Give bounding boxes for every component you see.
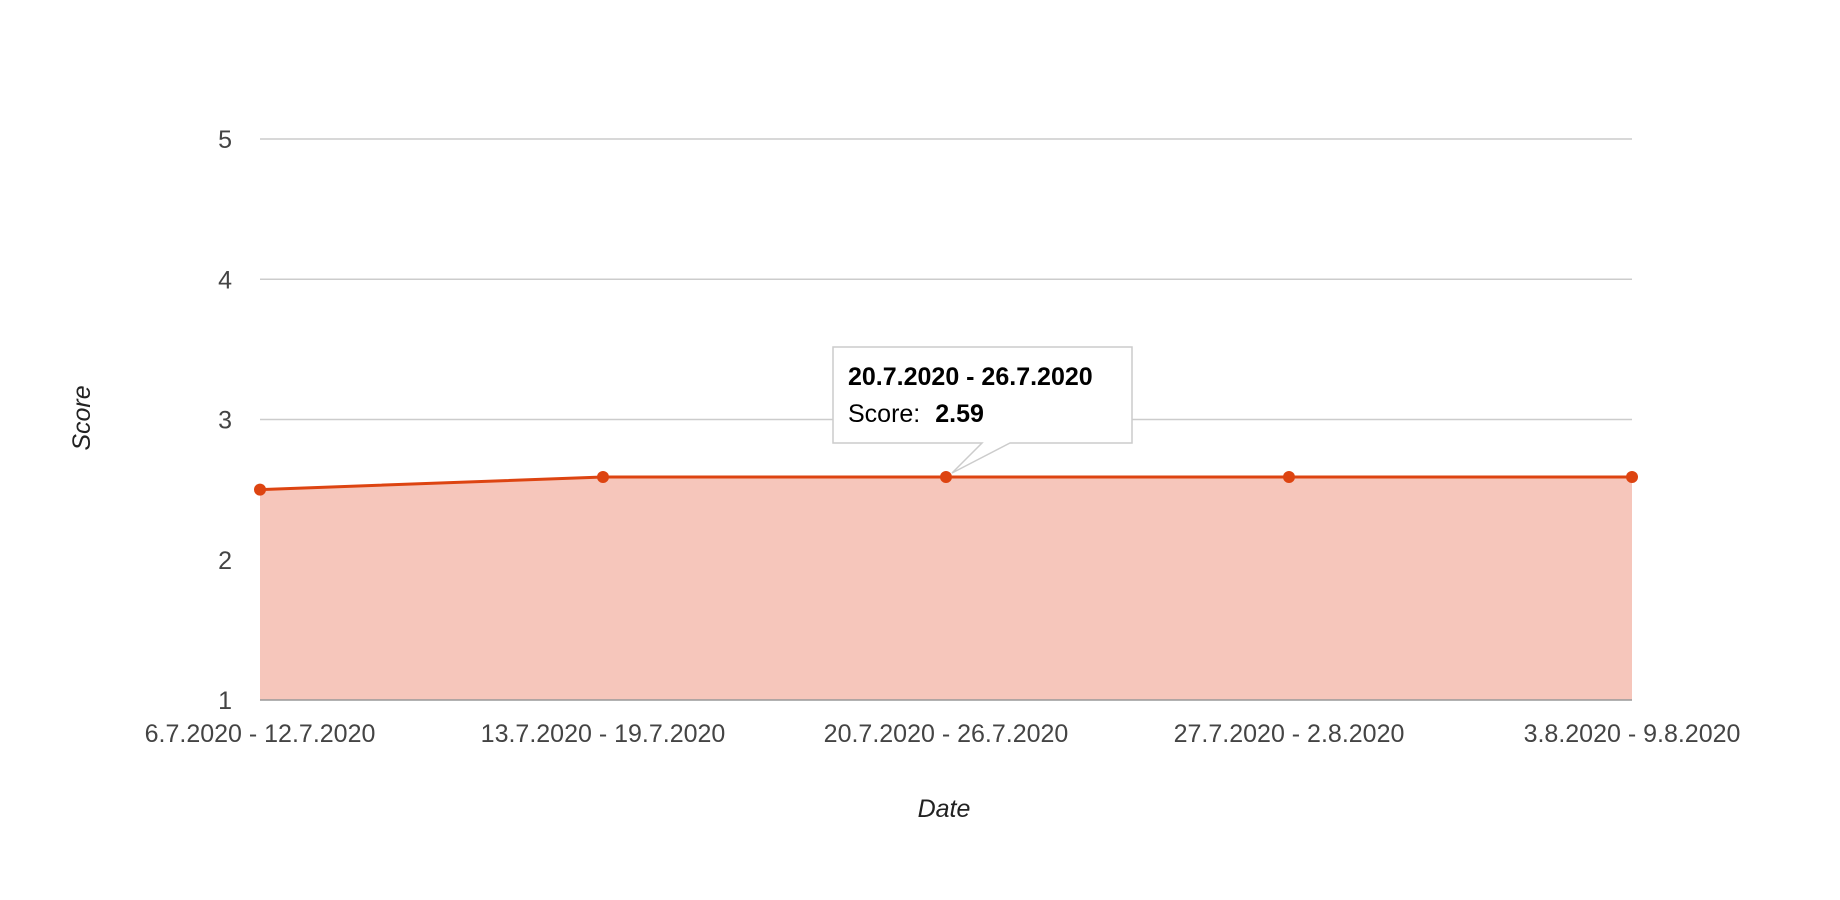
data-point-1[interactable]	[254, 483, 266, 496]
tooltip-value: 2.59	[935, 400, 984, 428]
point-tooltip: 20.7.2020 - 26.7.2020 Score: 2.59	[832, 346, 1133, 474]
x-tick-label: 3.8.2020 - 9.8.2020	[1524, 720, 1741, 748]
score-area-fill	[260, 477, 1632, 700]
data-point-4[interactable]	[1283, 471, 1295, 484]
y-tick-label: 3	[218, 407, 232, 435]
tooltip-title: 20.7.2020 - 26.7.2020	[848, 363, 1093, 391]
y-tick-label: 2	[218, 547, 232, 575]
tooltip-box	[832, 346, 1133, 474]
y-tick-label: 4	[218, 266, 232, 294]
y-tick-label: 1	[218, 687, 232, 715]
data-points	[254, 471, 1638, 496]
x-tick-labels: 6.7.2020 - 12.7.2020 13.7.2020 - 19.7.202…	[145, 720, 1741, 748]
y-tick-label: 5	[218, 126, 232, 154]
x-tick-label: 13.7.2020 - 19.7.2020	[481, 720, 726, 748]
y-axis-title: Score	[68, 385, 96, 450]
x-tick-label: 20.7.2020 - 26.7.2020	[824, 720, 1069, 748]
y-tick-labels: 1 2 3 4 5	[218, 126, 232, 715]
x-axis-title: Date	[918, 795, 971, 823]
tooltip-label: Score:	[848, 400, 920, 428]
data-point-5[interactable]	[1626, 471, 1638, 484]
x-tick-label: 27.7.2020 - 2.8.2020	[1174, 720, 1405, 748]
tooltip-body: Score: 2.59	[848, 400, 984, 428]
x-tick-label: 6.7.2020 - 12.7.2020	[145, 720, 376, 748]
data-point-2[interactable]	[597, 471, 609, 484]
data-point-3[interactable]	[940, 471, 952, 484]
